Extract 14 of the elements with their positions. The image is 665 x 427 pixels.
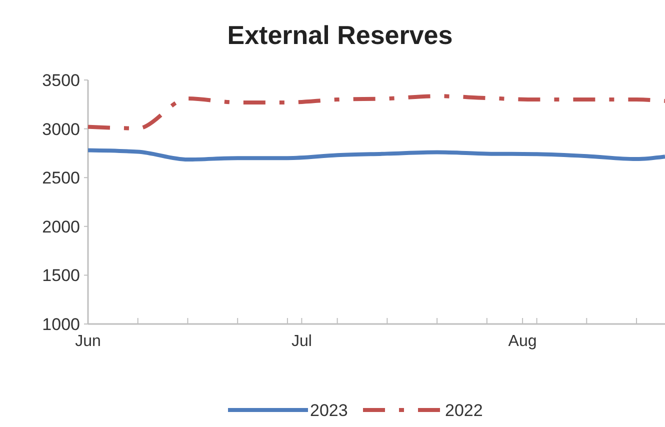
y-tick-label: 3000 (42, 120, 80, 139)
x-tick-label: Aug (508, 333, 537, 350)
y-tick-label: 2500 (42, 168, 80, 188)
legend-label: 2023 (310, 400, 348, 420)
chart-title: External Reserves (227, 20, 453, 50)
legend-label: 2022 (445, 400, 483, 420)
y-tick-label: 1000 (42, 314, 80, 334)
x-tick-label: Jun (75, 333, 101, 350)
y-tick-label: 3500 (42, 70, 80, 90)
x-tick-label: Jul (291, 333, 312, 350)
y-tick-label: 2000 (42, 217, 80, 236)
line-series (86, 94, 665, 130)
y-tick-label: 1500 (42, 266, 80, 286)
line-series (86, 148, 665, 162)
